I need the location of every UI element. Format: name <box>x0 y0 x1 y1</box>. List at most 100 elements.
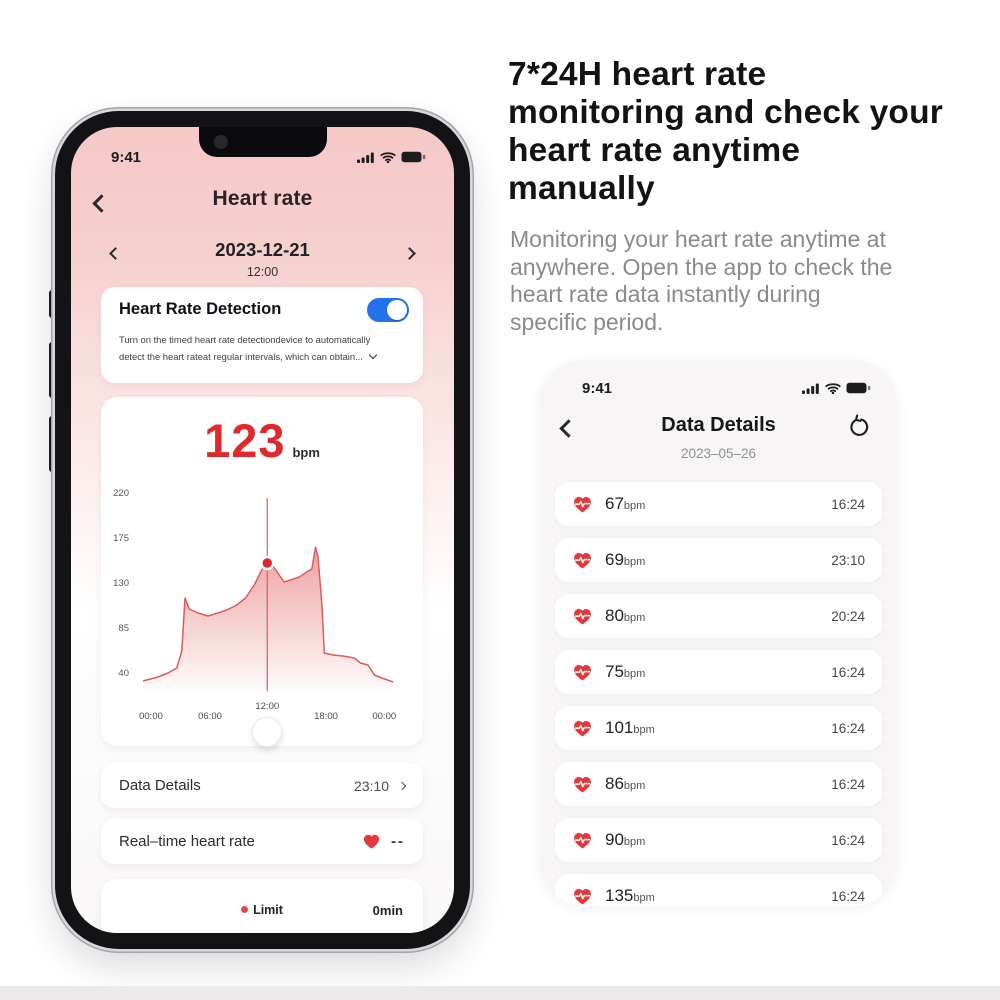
detection-desc-line1: Turn on the timed heart rate detectionde… <box>119 334 371 345</box>
heart-ecg-icon <box>574 664 591 680</box>
heart-ecg-icon <box>574 832 591 848</box>
mute-switch[interactable] <box>49 290 56 318</box>
date-navigator: 2023-12-21 <box>71 239 454 265</box>
headline: 7*24H heart rate monitoring and check yo… <box>508 56 994 208</box>
heart-ecg-icon <box>574 888 591 904</box>
heart-ecg-icon <box>574 720 591 736</box>
row-bpm-value: 135bpm <box>605 886 655 905</box>
row-time: 16:24 <box>831 888 865 904</box>
data-details-screen: 9:41 Data Details 2023–05–26 67bpm 16:24 … <box>540 360 897 906</box>
svg-text:00:00: 00:00 <box>372 711 396 722</box>
svg-text:06:00: 06:00 <box>198 711 222 722</box>
headline-line1: 7*24H heart rate <box>508 56 767 93</box>
refresh-icon <box>850 414 869 436</box>
headline-line3: heart rate anytime <box>508 132 801 169</box>
row-time: 16:24 <box>831 832 865 848</box>
svg-text:85: 85 <box>118 623 129 634</box>
refresh-button[interactable] <box>847 414 871 438</box>
svg-text:12:00: 12:00 <box>255 701 279 712</box>
row-time: 23:10 <box>831 552 865 568</box>
headline-line4: manually <box>508 170 655 207</box>
toggle-knob <box>387 300 407 320</box>
heart-icon <box>363 834 380 849</box>
row-bpm-unit: bpm <box>623 556 646 568</box>
list-item: 80bpm 20:24 <box>555 594 882 638</box>
svg-text:18:00: 18:00 <box>314 711 338 722</box>
list-item: 67bpm 16:24 <box>555 482 882 526</box>
row-bpm-unit: bpm <box>623 500 646 512</box>
list-item: 101bpm 16:24 <box>555 706 882 750</box>
status-time: 9:41 <box>111 149 142 166</box>
heart-ecg-icon <box>574 776 591 792</box>
bpm-value: 123 <box>204 414 286 467</box>
row-bpm-unit: bpm <box>623 780 646 792</box>
list-item: 86bpm 16:24 <box>555 762 882 806</box>
svg-text:130: 130 <box>113 578 129 589</box>
heart-rate-chart-card: 123 bpm 220 175 130 85 40 00:00 06:00 12:00 18:00… <box>101 397 423 747</box>
row-bpm-unit: bpm <box>633 892 655 904</box>
heart-rate-detection-card: Heart Rate Detection Turn on the timed h… <box>101 287 423 383</box>
paragraph-line1: Monitoring your heart rate anytime at <box>510 226 886 252</box>
panel-title: Data Details <box>661 414 776 436</box>
data-details-row[interactable]: Data Details 23:10 <box>101 763 423 808</box>
next-day-button[interactable] <box>403 245 416 263</box>
heart-ecg-icon <box>574 608 591 624</box>
volume-down-button[interactable] <box>49 416 56 472</box>
list-item: 90bpm 16:24 <box>555 818 882 862</box>
row-time: 20:24 <box>831 608 865 624</box>
phone-mockup: 9:41 Heart rate 2023-12-21 <box>55 111 470 949</box>
realtime-label: Real–time heart rate <box>119 833 255 850</box>
svg-text:220: 220 <box>113 488 129 499</box>
detection-desc-line2: detect the heart rateat regular interval… <box>119 351 363 363</box>
wifi-icon <box>825 383 841 394</box>
detection-description: Turn on the timed heart rate detectionde… <box>119 331 407 366</box>
wifi-icon <box>380 152 396 163</box>
heart-rate-list: 67bpm 16:24 69bpm 23:10 80bpm 20:24 75bpm 16… <box>555 482 882 906</box>
realtime-value: -- <box>391 833 405 850</box>
panel-date: 2023–05–26 <box>680 446 757 461</box>
row-bpm-value: 80bpm <box>605 606 646 625</box>
volume-up-button[interactable] <box>49 342 56 398</box>
data-details-time: 23:10 <box>353 777 389 794</box>
list-item: 75bpm 16:24 <box>555 650 882 694</box>
paragraph-line4: specific period. <box>510 308 664 335</box>
row-bpm-value: 69bpm <box>605 550 646 569</box>
cellular-signal-icon <box>357 152 374 163</box>
expand-chevron-icon[interactable] <box>368 351 377 360</box>
status-icons <box>357 151 426 163</box>
heart-rate-chart-svg[interactable]: 220 175 130 85 40 00:00 06:00 12:00 18:00 00:00 <box>101 485 423 727</box>
limit-dot-icon <box>241 906 249 913</box>
paragraph-line3: heart rate data instantly during <box>510 281 821 307</box>
svg-text:40: 40 <box>118 668 129 679</box>
limit-label: Limit <box>253 903 283 917</box>
heart-ecg-icon <box>574 552 591 568</box>
row-bpm-value: 75bpm <box>605 662 646 681</box>
page-bottom-band <box>0 986 1000 1000</box>
row-bpm-value: 101bpm <box>605 718 655 737</box>
limit-legend: Limit <box>101 903 423 917</box>
chart-scrubber-handle[interactable] <box>252 717 282 747</box>
svg-text:175: 175 <box>113 533 129 544</box>
row-bpm-unit: bpm <box>623 836 646 848</box>
list-item: 135bpm 16:24 <box>555 874 882 906</box>
headline-line2: monitoring and check your <box>508 94 943 131</box>
row-time: 16:24 <box>831 776 865 792</box>
description-paragraph: Monitoring your heart rate anytime at an… <box>510 226 980 336</box>
row-time: 16:24 <box>831 664 865 680</box>
data-details-label: Data Details <box>119 777 201 794</box>
row-bpm-unit: bpm <box>623 612 646 624</box>
chevron-right-icon <box>403 247 416 260</box>
power-button[interactable] <box>467 352 474 434</box>
page-title: Heart rate <box>212 187 313 210</box>
limit-card: Limit 0min <box>101 879 423 933</box>
status-time: 9:41 <box>582 380 613 397</box>
row-time: 16:24 <box>831 496 865 512</box>
heart-rate-screen: 9:41 Heart rate 2023-12-21 <box>71 127 454 933</box>
detection-title: Heart Rate Detection <box>119 300 282 318</box>
detection-toggle[interactable] <box>367 298 409 322</box>
chevron-right-icon <box>397 781 407 790</box>
status-icons <box>802 382 871 394</box>
realtime-heart-rate-row[interactable]: Real–time heart rate -- <box>101 819 423 864</box>
row-bpm-unit: bpm <box>623 668 646 680</box>
svg-text:00:00: 00:00 <box>139 711 163 722</box>
